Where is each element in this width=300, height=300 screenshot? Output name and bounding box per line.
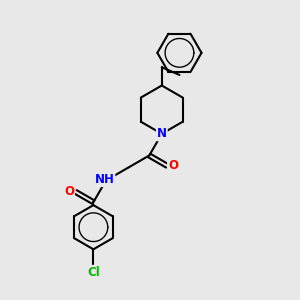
Text: NH: NH: [94, 173, 114, 186]
Text: O: O: [168, 159, 178, 172]
Text: N: N: [157, 127, 167, 140]
Text: O: O: [64, 185, 74, 198]
Text: Cl: Cl: [87, 266, 100, 279]
